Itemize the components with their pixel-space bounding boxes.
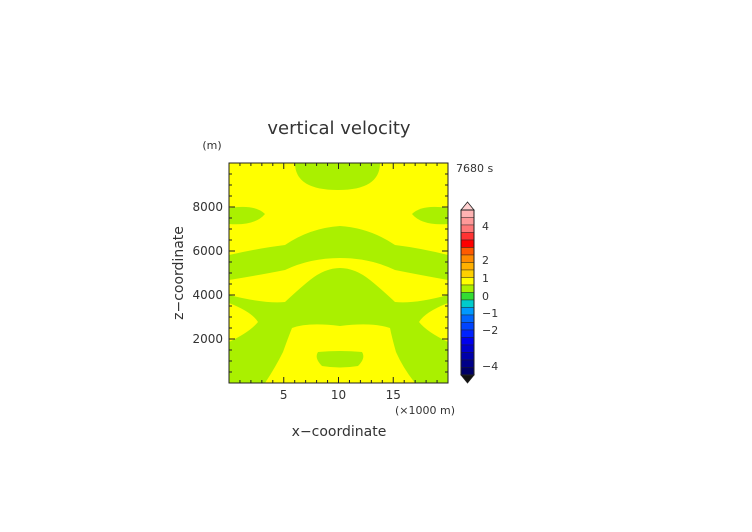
colorbar-top-arrow (460, 201, 475, 211)
colorbar-segment (460, 254, 475, 263)
field-region-upper-right (412, 206, 448, 225)
axes: 5 10 15 2000 4000 6000 8000 (192, 162, 449, 402)
x-axis-label: x−coordinate (292, 424, 387, 440)
colorbar-segment (460, 262, 475, 271)
colorbar-segment (460, 307, 475, 316)
field-region-middle-band (229, 226, 448, 280)
y-unit-label: (m) (202, 139, 221, 152)
field-lobe-left (229, 303, 258, 342)
y-tick-label: 4000 (192, 288, 223, 302)
colorbar-segment (460, 292, 475, 301)
colorbar-label: 4 (482, 220, 489, 233)
colorbar-segment (460, 224, 475, 233)
velocity-field (229, 163, 448, 383)
field-core (316, 351, 364, 368)
colorbar: 4 2 1 0 −1 −2 −4 (460, 201, 498, 384)
x-tick-label: 15 (386, 388, 401, 402)
field-region-upper-left (229, 206, 265, 225)
colorbar-label: 0 (482, 290, 489, 303)
colorbar-segment (460, 217, 475, 226)
colorbar-segment (460, 247, 475, 256)
colorbar-label: 2 (482, 254, 489, 267)
y-tick-label: 6000 (192, 244, 223, 258)
colorbar-label: 1 (482, 272, 489, 285)
colorbar-label: −2 (482, 324, 498, 337)
colorbar-segment (460, 352, 475, 361)
colorbar-segment (460, 232, 475, 241)
colorbar-segment (460, 344, 475, 353)
time-label: 7680 s (456, 162, 493, 175)
colorbar-segment (460, 367, 475, 376)
colorbar-segment (460, 277, 475, 286)
colorbar-label: −1 (482, 307, 498, 320)
x-unit-label: (×1000 m) (395, 404, 455, 417)
colorbar-segment (460, 322, 475, 331)
colorbar-segment (460, 269, 475, 278)
colorbar-label: −4 (482, 360, 498, 373)
field-region-top (295, 163, 380, 190)
chart-title: vertical velocity (267, 118, 411, 139)
colorbar-segment (460, 329, 475, 338)
y-tick-label: 2000 (192, 332, 223, 346)
y-axis-label: z−coordinate (171, 226, 187, 320)
x-tick-label: 10 (331, 388, 346, 402)
colorbar-segment (460, 314, 475, 323)
colorbar-segment (460, 284, 475, 293)
y-tick-label: 8000 (192, 200, 223, 214)
colorbar-frame (460, 209, 475, 376)
colorbar-segment (460, 209, 475, 218)
colorbar-segment (460, 359, 475, 368)
field-lobe-right (419, 303, 448, 342)
colorbar-bottom-arrow (460, 374, 475, 384)
colorbar-segment (460, 299, 475, 308)
colorbar-segment (460, 239, 475, 248)
colorbar-segment (460, 337, 475, 346)
x-tick-label: 5 (280, 388, 288, 402)
